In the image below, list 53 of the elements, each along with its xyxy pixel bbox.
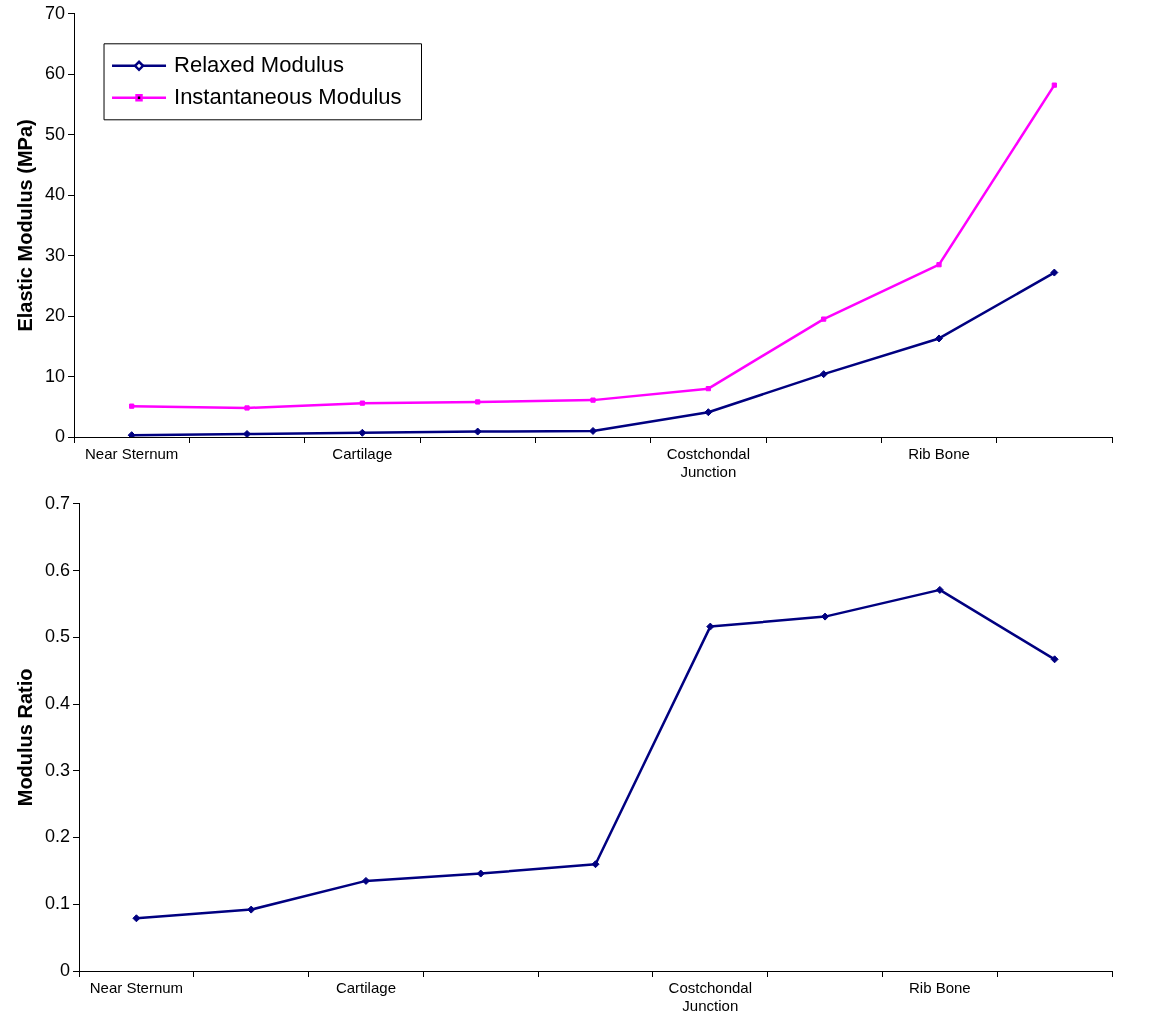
x-tick-label: Near Sternum — [89, 979, 184, 997]
point — [1051, 82, 1057, 88]
y-tick-label: 0.6 — [44, 559, 71, 580]
y-tick-label: 0 — [60, 959, 71, 980]
point — [129, 403, 135, 409]
x-tick-label: Cartilage — [335, 979, 396, 997]
y-tick-label: 10 — [44, 365, 66, 386]
point — [476, 869, 485, 878]
point — [821, 316, 827, 322]
y-tick-label: 70 — [44, 2, 66, 23]
point — [705, 386, 711, 392]
x-tick-label: Cartilage — [332, 445, 393, 463]
y-tick-label: 0.2 — [44, 826, 71, 847]
point — [132, 914, 141, 923]
y-tick-label: 0 — [55, 425, 66, 446]
y-tick-label: 0.1 — [44, 893, 71, 914]
point — [247, 905, 256, 914]
x-tick-label: Rib Bone — [908, 979, 971, 997]
y-tick-label: 0.3 — [44, 759, 71, 780]
point — [1050, 268, 1059, 277]
y-axis-title: Modulus Ratio — [13, 668, 36, 807]
y-axis-title: Elastic Modulus (MPa) — [13, 119, 36, 332]
point — [358, 428, 367, 437]
point — [704, 408, 713, 417]
point — [473, 427, 482, 436]
point — [590, 397, 596, 403]
y-tick-label: 30 — [44, 244, 66, 265]
point — [935, 585, 944, 594]
legend-label: Relaxed Modulus — [174, 51, 345, 77]
y-tick-label: 0.4 — [44, 693, 71, 713]
point — [591, 860, 600, 869]
point — [936, 262, 942, 268]
y-tick-label: 50 — [44, 123, 66, 144]
y-tick-label: 40 — [44, 184, 66, 205]
point — [475, 399, 481, 405]
y-tick-label: 60 — [44, 63, 66, 84]
x-tick-label: Rib Bone — [908, 445, 970, 463]
x-tick-label: Costchondal Junction — [666, 445, 751, 481]
x-tick-label: Near Sternum — [85, 445, 179, 463]
point — [1050, 655, 1059, 664]
point — [706, 622, 715, 631]
point — [361, 876, 370, 885]
point — [821, 612, 830, 621]
y-tick-label: 0.7 — [44, 492, 71, 513]
point — [819, 370, 828, 379]
point — [589, 426, 598, 435]
point — [935, 334, 943, 343]
x-tick-label: Costchondal Junction — [668, 979, 752, 1015]
y-tick-label: 0.5 — [44, 626, 71, 647]
y-tick-label: 20 — [44, 305, 66, 326]
point — [359, 400, 365, 406]
legend-label: Instantaneous Modulus — [174, 83, 402, 109]
point — [244, 405, 250, 411]
